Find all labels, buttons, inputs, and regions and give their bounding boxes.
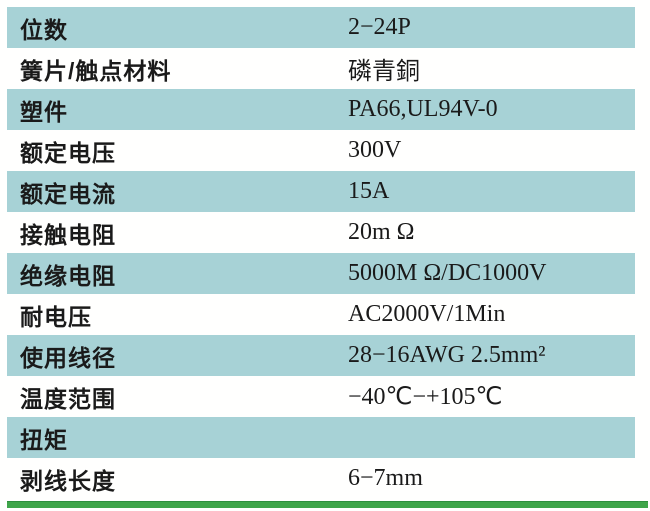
row-value: 2−24P <box>348 14 411 40</box>
row-value: PA66,UL94V-0 <box>348 96 498 122</box>
table-row: 位数 2−24P <box>7 7 635 48</box>
row-label: 绝缘电阻 <box>20 262 116 289</box>
table-row: 剥线长度 6−7mm <box>7 458 635 499</box>
table-row: 绝缘电阻 5000M Ω/DC1000V <box>7 253 635 294</box>
row-label: 额定电压 <box>20 139 116 166</box>
row-value: 20m Ω <box>348 219 415 245</box>
row-label: 温度范围 <box>20 385 116 412</box>
row-value: AC2000V/1Min <box>348 301 506 327</box>
row-label: 耐电压 <box>20 303 92 330</box>
table-row: 额定电压 300V <box>7 130 635 171</box>
row-value: 5000M Ω/DC1000V <box>348 260 547 286</box>
row-label: 扭矩 <box>20 426 68 453</box>
row-label: 簧片/触点材料 <box>20 57 172 84</box>
accent-bar <box>7 501 648 508</box>
table-row: 温度范围 −40℃−+105℃ <box>7 376 635 417</box>
table-row: 簧片/触点材料 磷青銅 <box>7 48 635 89</box>
row-value: 15A <box>348 178 390 204</box>
row-value: 300V <box>348 137 402 163</box>
row-value: 磷青銅 <box>348 59 420 85</box>
row-value: 6−7mm <box>348 465 423 491</box>
row-label: 额定电流 <box>20 180 116 207</box>
row-label: 使用线径 <box>20 344 116 371</box>
row-label: 接触电阻 <box>20 221 116 248</box>
table-row: 使用线径 28−16AWG 2.5mm² <box>7 335 635 376</box>
table-row: 扭矩 <box>7 417 635 458</box>
row-value: 28−16AWG 2.5mm² <box>348 342 546 368</box>
table-row: 耐电压 AC2000V/1Min <box>7 294 635 335</box>
row-label: 塑件 <box>20 98 68 125</box>
row-label: 位数 <box>20 16 68 43</box>
row-label: 剥线长度 <box>20 467 116 494</box>
table-row: 额定电流 15A <box>7 171 635 212</box>
row-value: −40℃−+105℃ <box>348 384 503 410</box>
spec-table: 位数 2−24P 簧片/触点材料 磷青銅 塑件 PA66,UL94V-0 额定电… <box>7 7 635 499</box>
table-row: 接触电阻 20m Ω <box>7 212 635 253</box>
table-row: 塑件 PA66,UL94V-0 <box>7 89 635 130</box>
